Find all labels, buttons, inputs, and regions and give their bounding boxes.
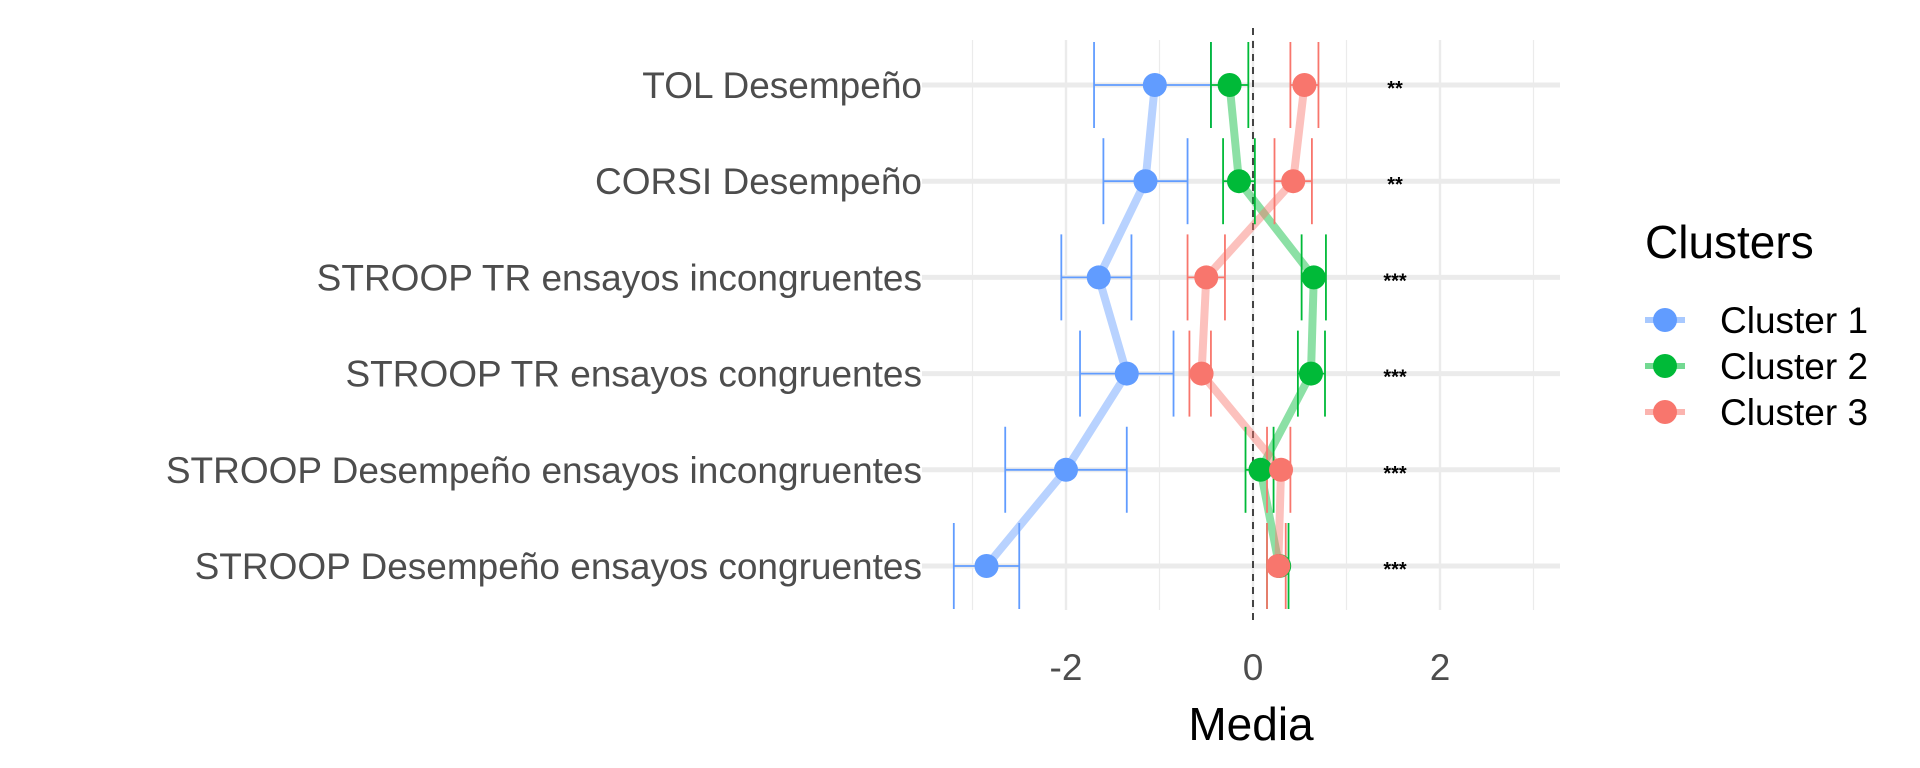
legend-items: Cluster 1 Cluster 2 Cluster 3	[1645, 300, 1868, 433]
x-tick-label: 0	[1243, 647, 1264, 688]
x-tick-label: -2	[1050, 647, 1083, 688]
category-label: STROOP TR ensayos congruentes	[345, 354, 922, 395]
series-line	[1225, 84, 1318, 567]
significance-label: **	[1387, 78, 1403, 100]
series-line	[1197, 84, 1309, 567]
significance-label: **	[1387, 174, 1403, 196]
data-point	[1133, 169, 1158, 194]
category-label: STROOP TR ensayos incongruentes	[317, 257, 922, 298]
category-label: STROOP Desempeño ensayos incongruentes	[166, 450, 922, 491]
data-point	[1189, 361, 1214, 386]
legend-key-point	[1653, 354, 1677, 378]
data-points	[974, 73, 1326, 578]
x-tick-labels: -2 0 2	[1050, 647, 1451, 688]
data-point	[1086, 265, 1111, 290]
data-point	[1217, 73, 1242, 97]
x-tick-label: 2	[1430, 647, 1451, 688]
x-axis-title: Media	[1188, 698, 1314, 750]
legend-label: Cluster 3	[1720, 392, 1868, 433]
legend-key-point	[1653, 308, 1677, 332]
data-point	[1248, 457, 1273, 482]
data-point	[1298, 361, 1323, 386]
data-point	[1292, 73, 1317, 97]
legend-item: Cluster 1	[1645, 300, 1868, 341]
legend-label: Cluster 2	[1720, 346, 1868, 387]
category-label: CORSI Desempeño	[595, 161, 922, 202]
significance-label: ***	[1383, 270, 1407, 292]
category-label: STROOP Desempeño ensayos congruentes	[195, 546, 922, 587]
category-label: TOL Desempeño	[642, 65, 922, 106]
data-point	[1054, 457, 1078, 482]
significance-label: ***	[1383, 367, 1407, 389]
data-point	[1266, 554, 1291, 578]
series-line	[983, 84, 1159, 569]
legend-label: Cluster 1	[1720, 300, 1868, 341]
category-labels: TOL Desempeño CORSI Desempeño STROOP TR en…	[166, 65, 922, 587]
series-lines	[983, 84, 1318, 569]
legend: Clusters Cluster 1 Cluster 2 Cluster 3	[1645, 216, 1868, 433]
data-point	[1281, 169, 1306, 194]
significance-label: ***	[1383, 559, 1407, 581]
data-point	[1226, 169, 1251, 194]
legend-key-point	[1653, 400, 1677, 424]
data-point	[1194, 265, 1219, 290]
data-point	[974, 554, 999, 578]
legend-title: Clusters	[1645, 216, 1814, 268]
legend-item: Cluster 3	[1645, 392, 1868, 433]
significance-labels: ****************	[1383, 78, 1407, 581]
data-point	[1142, 73, 1167, 97]
significance-label: ***	[1383, 463, 1407, 485]
data-point	[1114, 361, 1139, 386]
data-point	[1301, 265, 1326, 290]
data-point	[1269, 457, 1294, 482]
legend-item: Cluster 2	[1645, 346, 1868, 387]
